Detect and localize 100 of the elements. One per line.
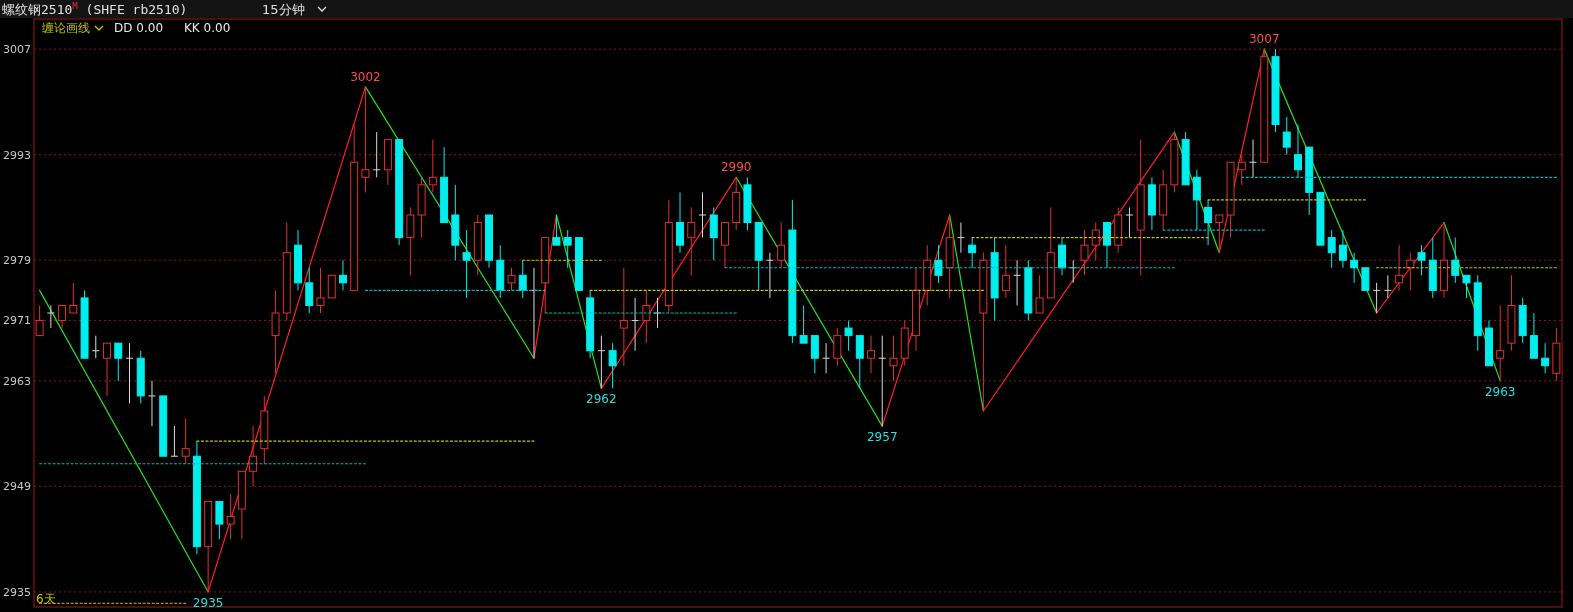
chart-subtitle: 15分钟 <box>262 2 305 17</box>
candlestick <box>406 206 415 276</box>
candlestick <box>125 342 134 404</box>
candlestick <box>799 304 808 344</box>
candlestick <box>338 259 347 291</box>
candlestick <box>1383 274 1392 299</box>
candlestick <box>1080 229 1089 276</box>
candlestick <box>552 214 561 246</box>
candlestick <box>46 304 55 329</box>
candlestick <box>822 342 831 374</box>
candlestick <box>1361 267 1370 291</box>
candlestick <box>1249 139 1258 178</box>
candlestick <box>698 191 707 239</box>
chart-title: 螺纹钢2510$^{M}$ (SHFE rb2510) <box>2 1 188 17</box>
candlestick <box>889 335 898 382</box>
candlestick <box>608 342 617 389</box>
candlestick <box>1451 237 1460 284</box>
candlestick <box>563 229 572 269</box>
data-label: 2935 <box>192 595 224 610</box>
candlestick <box>1035 274 1044 314</box>
candlestick <box>305 267 314 314</box>
annotation: KK 0.00 <box>184 21 231 35</box>
candlestick <box>1529 312 1538 359</box>
candlestick <box>1496 304 1505 382</box>
candlestick <box>833 327 842 367</box>
candlestick <box>1395 244 1404 291</box>
candlestick <box>878 335 887 427</box>
y-tick-label: 3007 <box>3 43 31 56</box>
candlestick <box>597 335 606 389</box>
data-label: 2990 <box>720 160 752 175</box>
annotation: 缠论画线 <box>42 21 90 35</box>
data-label: 3007 <box>1248 32 1280 47</box>
candlestick <box>361 86 370 193</box>
candlestick <box>867 335 876 374</box>
candlestick <box>1192 169 1201 231</box>
candlestick <box>249 425 258 487</box>
candlestick <box>709 206 718 261</box>
candlestick <box>1417 244 1426 276</box>
data-label: 2963 <box>1484 384 1516 399</box>
candlestick <box>934 244 943 284</box>
annotation: DD 0.00 <box>114 21 164 35</box>
y-tick-label: 2979 <box>3 254 31 268</box>
y-tick-label: 2935 <box>3 585 31 599</box>
candlestick <box>1350 252 1359 284</box>
y-tick-label: 2949 <box>3 480 31 494</box>
candlestick <box>226 493 235 540</box>
candlestick <box>462 229 471 299</box>
candlestick <box>1102 222 1111 269</box>
candlestick <box>170 425 179 457</box>
candlestick <box>619 267 628 367</box>
candlestick <box>968 237 977 269</box>
candlestick <box>956 222 965 254</box>
candlestick <box>844 320 853 352</box>
candlestick <box>676 191 685 254</box>
candlestick <box>271 289 280 374</box>
candlestick <box>810 335 819 374</box>
candlestick <box>642 289 651 344</box>
candlestick <box>1237 154 1246 186</box>
candlestick <box>765 252 774 299</box>
candlestick <box>720 222 729 269</box>
y-tick-label: 2963 <box>3 374 31 388</box>
candlestick <box>1091 222 1100 261</box>
candlestick <box>35 304 44 337</box>
candlestick <box>1541 342 1550 374</box>
candlestick <box>215 500 224 540</box>
candlestick <box>855 335 864 389</box>
y-tick-label: 2993 <box>3 148 31 162</box>
candlestick <box>1372 282 1381 314</box>
candlestick <box>1338 229 1347 269</box>
candlestick <box>1293 124 1302 178</box>
candlestick <box>1215 214 1224 254</box>
candlestick <box>1013 259 1022 306</box>
candlestick <box>1327 229 1336 269</box>
candlestick <box>181 418 190 465</box>
candlestick <box>428 139 437 193</box>
candlestick <box>147 380 156 427</box>
candlestick <box>1058 237 1067 276</box>
candlestick <box>518 259 527 299</box>
data-label: 2962 <box>586 392 617 407</box>
candlestick <box>114 342 123 382</box>
y-tick-label: 2971 <box>3 314 31 328</box>
candlestick <box>1125 206 1134 239</box>
candlestick <box>58 304 67 329</box>
candlestick <box>777 222 786 269</box>
data-label: 2957 <box>866 430 898 445</box>
candlestick <box>1462 274 1471 299</box>
candlestick <box>1001 244 1010 299</box>
candlestick <box>316 267 325 314</box>
candlestick <box>687 206 696 276</box>
candlestick <box>507 267 516 291</box>
candlestick <box>631 297 640 352</box>
candlestick <box>372 131 381 178</box>
annotation: 6天 <box>36 592 56 606</box>
candlestick <box>103 342 112 397</box>
candlestick <box>69 282 78 314</box>
candlestick <box>327 274 336 299</box>
candlestick <box>91 335 100 359</box>
data-label: 3002 <box>350 69 381 84</box>
candlestick <box>1282 116 1291 156</box>
candlestick <box>1204 199 1213 246</box>
